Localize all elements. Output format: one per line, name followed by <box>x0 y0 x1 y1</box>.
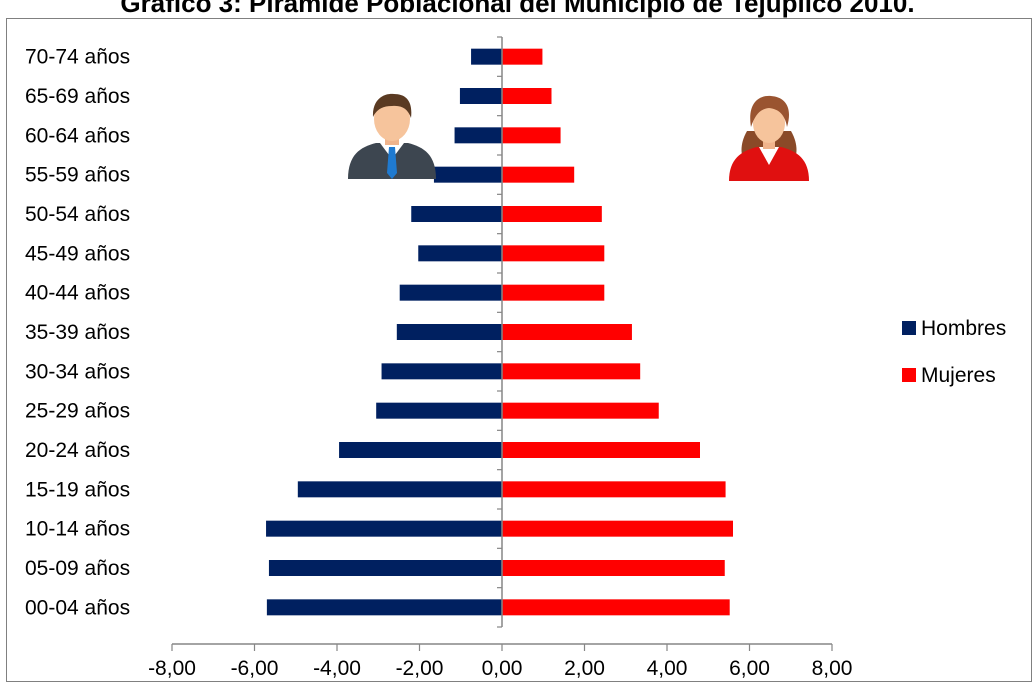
category-label: 00-04 años <box>25 596 130 619</box>
category-label: 55-59 años <box>25 164 130 187</box>
chart-area: 00-04 años 05-09 años 10-14 años 15-19 años… <box>6 18 1032 682</box>
bar-mujeres-5 <box>502 402 659 419</box>
bar-hombres-7 <box>396 324 502 340</box>
x-tick-label: -6,00 <box>231 657 279 680</box>
category-label: 25-29 años <box>25 400 130 423</box>
x-tick-label: 6,00 <box>729 657 770 680</box>
x-tick-label: 2,00 <box>564 657 605 680</box>
legend-label-hombres: Hombres <box>921 317 1006 340</box>
legend-item-hombres: Hombres <box>902 317 1006 340</box>
legend-swatch-hombres <box>902 321 916 335</box>
chart-title: Gráfico 3: Pirámide Poblacional del Muni… <box>120 0 915 18</box>
bar-hombres-14 <box>471 48 502 65</box>
bar-mujeres-10 <box>502 206 602 222</box>
bar-hombres-6 <box>381 363 502 380</box>
category-label: 50-54 años <box>25 203 130 226</box>
man-avatar-icon <box>348 93 436 179</box>
bar-mujeres-7 <box>502 324 632 340</box>
population-pyramid-chart: 00-04 años 05-09 años 10-14 años 15-19 años… <box>25 36 1006 680</box>
category-label: 60-64 años <box>25 124 130 147</box>
legend-item-mujeres: Mujeres <box>902 364 996 387</box>
woman-avatar-icon <box>729 95 809 181</box>
bar-mujeres-0 <box>502 599 730 616</box>
bar-hombres-10 <box>411 206 502 222</box>
x-tick-label: 0,00 <box>482 657 523 680</box>
bar-mujeres-6 <box>502 363 641 380</box>
bar-mujeres-1 <box>502 560 725 576</box>
bar-hombres-4 <box>339 442 502 458</box>
bar-mujeres-2 <box>502 520 733 537</box>
bar-hombres-12 <box>454 127 502 144</box>
category-label: 35-39 años <box>25 321 130 344</box>
category-label: 15-19 años <box>25 478 130 501</box>
bar-mujeres-3 <box>502 481 726 498</box>
bar-mujeres-14 <box>502 48 543 65</box>
x-tick-label: 8,00 <box>812 657 853 680</box>
category-label: 20-24 años <box>25 439 130 462</box>
category-label: 70-74 años <box>25 46 130 69</box>
category-label: 05-09 años <box>25 557 130 580</box>
bar-hombres-5 <box>376 402 502 419</box>
category-label: 45-49 años <box>25 242 130 265</box>
bar-hombres-3 <box>297 481 502 498</box>
bar-mujeres-4 <box>502 442 700 458</box>
bar-hombres-1 <box>268 560 502 576</box>
category-label: 65-69 años <box>25 85 130 108</box>
bar-hombres-2 <box>266 520 502 537</box>
bar-hombres-9 <box>418 245 502 262</box>
legend-label-mujeres: Mujeres <box>921 364 996 387</box>
bar-hombres-0 <box>266 599 502 616</box>
bars-group <box>266 48 733 616</box>
x-tick-label: -2,00 <box>396 657 444 680</box>
x-tick-label: -8,00 <box>148 657 196 680</box>
x-tick-label: 4,00 <box>647 657 688 680</box>
category-label: 40-44 años <box>25 282 130 305</box>
legend-swatch-mujeres <box>902 368 916 382</box>
category-label: 10-14 años <box>25 518 130 541</box>
category-labels: 00-04 años 05-09 años 10-14 años 15-19 años… <box>25 46 130 620</box>
bar-hombres-8 <box>399 284 502 301</box>
axes-group <box>171 36 833 651</box>
category-label: 30-34 años <box>25 360 130 383</box>
bar-mujeres-12 <box>502 127 561 144</box>
bar-mujeres-9 <box>502 245 605 262</box>
x-tick-label: -4,00 <box>313 657 361 680</box>
bar-hombres-11 <box>433 166 502 183</box>
bar-mujeres-11 <box>502 166 575 183</box>
bar-mujeres-8 <box>502 284 605 301</box>
bar-mujeres-13 <box>502 88 552 104</box>
x-tick-labels: -8,00 -6,00 -4,00 -2,00 0,00 2,00 4,00 6,00 8,00 <box>148 657 852 680</box>
legend: Hombres Mujeres <box>902 317 1006 387</box>
bar-hombres-13 <box>459 88 502 104</box>
